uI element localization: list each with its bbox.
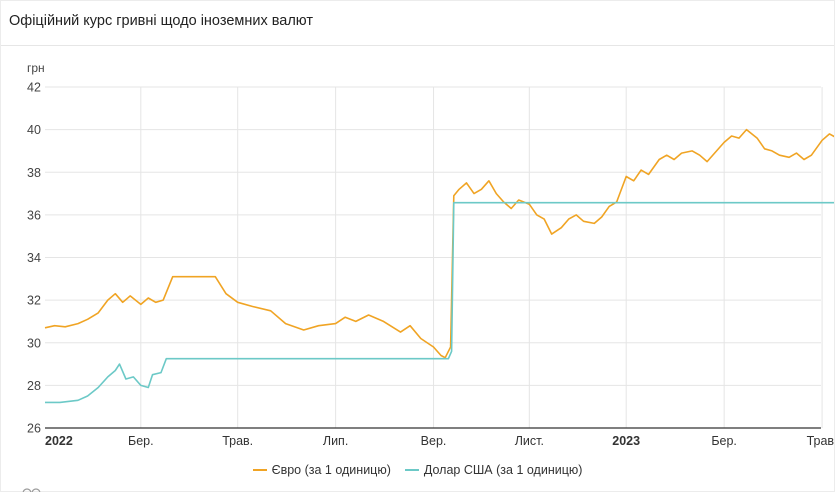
x-tick-label: Трав. xyxy=(222,434,253,448)
chart-title: Офіційний курс гривні щодо іноземних вал… xyxy=(9,13,314,29)
legend-label-eur: Євро (за 1 одиницю) xyxy=(271,463,391,477)
legend-item-eur[interactable]: Євро (за 1 одиницю) xyxy=(252,463,391,477)
y-tick-label: 30 xyxy=(27,336,41,350)
exchange-rate-chart: грн 26 28 30 32 34 36 38 40 42 2022 Бер. Трав. Лип. Ве… xyxy=(27,61,834,448)
y-tick-label: 26 xyxy=(27,422,41,436)
y-tick-label: 38 xyxy=(27,166,41,180)
x-tick-label: 2023 xyxy=(612,434,640,448)
legend-swatch-usd xyxy=(404,469,419,471)
y-tick-label: 34 xyxy=(27,251,41,265)
y-axis-unit-label: грн xyxy=(27,61,45,75)
x-tick-label: Лип. xyxy=(323,434,348,448)
y-tick-label: 40 xyxy=(27,123,41,137)
x-tick-label: Вер. xyxy=(421,434,447,448)
x-tick-label: Трав. xyxy=(807,434,834,448)
legend: Євро (за 1 одиницю) Долар США (за 1 один… xyxy=(1,463,834,477)
y-tick-label: 28 xyxy=(27,379,41,393)
loop-icon[interactable] xyxy=(21,486,43,492)
x-tick-label: Лист. xyxy=(515,434,544,448)
y-tick-label: 36 xyxy=(27,208,41,222)
y-tick-label: 32 xyxy=(27,294,41,308)
series-line-usd xyxy=(45,201,834,404)
legend-swatch-eur xyxy=(252,469,267,471)
x-tick-label: Бер. xyxy=(128,434,154,448)
x-tick-label: Бер. xyxy=(711,434,737,448)
x-tick-label: 2022 xyxy=(45,434,73,448)
title-bar: Офіційний курс гривні щодо іноземних вал… xyxy=(1,1,834,46)
legend-item-usd[interactable]: Долар США (за 1 одиницю) xyxy=(404,463,583,477)
series-line-eur xyxy=(44,128,834,359)
y-tick-label: 42 xyxy=(27,81,41,95)
legend-label-usd: Долар США (за 1 одиницю) xyxy=(423,463,583,477)
